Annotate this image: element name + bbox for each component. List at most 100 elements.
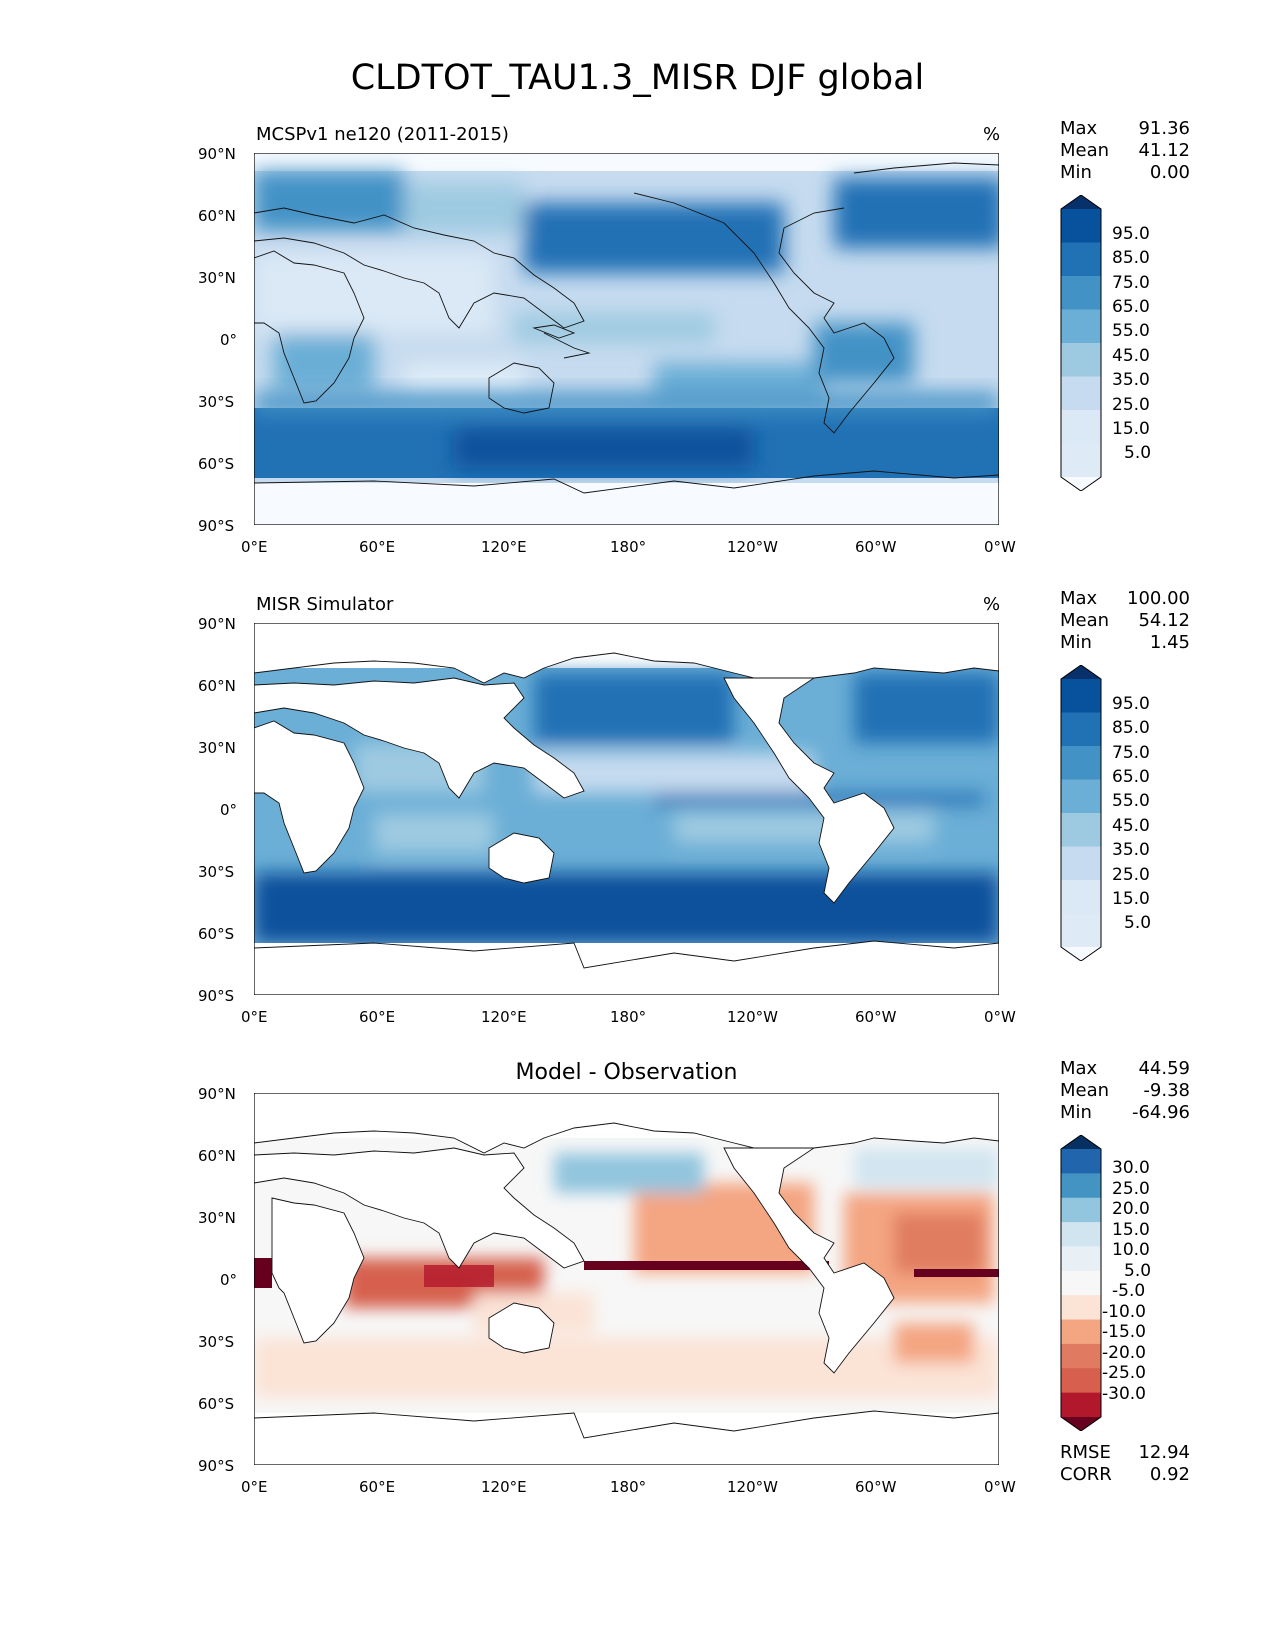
- colorbar-swatch: [1061, 477, 1101, 491]
- colorbar-swatch: [1061, 242, 1101, 277]
- colorbar-swatch: [1061, 947, 1101, 961]
- panel1-lat-tick: 90°S: [198, 517, 235, 535]
- colorbar-label: -5.0: [1112, 1281, 1146, 1301]
- panel2-lon-tick: 0°W: [984, 1008, 1016, 1026]
- colorbar-swatch: [1061, 846, 1101, 881]
- colorbar-swatch: [1061, 1319, 1101, 1345]
- colorbar-label: 65.0: [1112, 297, 1150, 317]
- colorbar-label: 75.0: [1112, 273, 1150, 293]
- stat-label: Min: [1060, 162, 1092, 183]
- panel1-lon-tick: 120°E: [481, 538, 527, 556]
- colorbar-label: 35.0: [1112, 370, 1150, 390]
- stat-value: 0.00: [1149, 162, 1190, 183]
- panel3-map: [254, 1093, 999, 1465]
- panel3-lon-tick: 120°E: [481, 1478, 527, 1496]
- panel2-lat-tick: 0°: [220, 801, 238, 819]
- colorbar-outline: [1060, 195, 1102, 491]
- stat-label: Min: [1060, 1102, 1092, 1123]
- stat-value: 91.36: [1138, 118, 1190, 139]
- panel2-lon-tick: 0°E: [241, 1008, 268, 1026]
- panel1-lon-tick: 60°W: [855, 538, 897, 556]
- panel3-stats: Max 44.59 Mean -9.38 Min -64.96: [1060, 1058, 1190, 1124]
- panel3-lat-tick: 90°N: [198, 1085, 236, 1103]
- panel3-lon-tick: 60°E: [359, 1478, 396, 1496]
- panel3-lat-tick: 0°: [220, 1271, 238, 1289]
- colorbar-label: 55.0: [1112, 791, 1150, 811]
- stat-label: RMSE: [1060, 1442, 1111, 1463]
- colorbar-swatch: [1061, 1392, 1101, 1418]
- panel1-lat-tick: 60°N: [198, 207, 236, 225]
- panel1-lon-tick: 0°W: [984, 538, 1016, 556]
- panel3-lat-tick: 90°S: [198, 1457, 235, 1475]
- stat-value: 100.00: [1127, 588, 1190, 609]
- colorbar-label: 55.0: [1112, 321, 1150, 341]
- colorbar-swatch: [1061, 1197, 1101, 1223]
- panel1-title: MCSPv1 ne120 (2011-2015): [256, 124, 509, 145]
- panel2-lon-tick: 60°E: [359, 1008, 396, 1026]
- stat-label: CORR: [1060, 1464, 1112, 1485]
- stat-value: -9.38: [1143, 1080, 1190, 1101]
- colorbar-swatch: [1061, 1295, 1101, 1321]
- colorbar-label: 10.0: [1112, 1240, 1150, 1260]
- panel1-map: [254, 153, 999, 525]
- panel2-lat-tick: 90°N: [198, 615, 236, 633]
- colorbar-swatch: [1061, 665, 1101, 679]
- colorbar-swatch: [1061, 746, 1101, 780]
- panel3-title: Model - Observation: [515, 1060, 738, 1085]
- colorbar-label: 45.0: [1112, 816, 1150, 836]
- panel3-lon-tick: 120°W: [727, 1478, 778, 1496]
- stat-value: 1.45: [1149, 632, 1190, 653]
- stat-value: 41.12: [1138, 140, 1190, 161]
- colorbar-label: 75.0: [1112, 743, 1150, 763]
- stat-value: -64.96: [1131, 1102, 1190, 1123]
- colorbar-swatch: [1061, 1246, 1101, 1272]
- panel3-lon-tick: 0°W: [984, 1478, 1016, 1496]
- panel2-map: [254, 623, 999, 995]
- stat-label: Max: [1060, 118, 1098, 139]
- colorbar-swatch: [1061, 376, 1101, 411]
- panel3-colorbar: [1060, 1135, 1102, 1431]
- colorbar-swatch: [1061, 679, 1101, 713]
- panel2-lat-tick: 30°N: [198, 739, 236, 757]
- colorbar-label: 15.0: [1112, 1220, 1150, 1240]
- panel2-colorbar: [1060, 665, 1102, 961]
- colorbar-swatch: [1061, 1368, 1101, 1394]
- colorbar-outline: [1060, 665, 1102, 961]
- colorbar-swatch: [1061, 880, 1101, 914]
- colorbar-label: -20.0: [1102, 1343, 1146, 1363]
- colorbar-swatch: [1061, 1135, 1101, 1149]
- colorbar-label: 25.0: [1112, 865, 1150, 885]
- colorbar-label: 65.0: [1112, 767, 1150, 787]
- panel1-lat-tick: 30°N: [198, 269, 236, 287]
- colorbar-swatch: [1061, 443, 1101, 478]
- panel2-lat-tick: 60°N: [198, 677, 236, 695]
- colorbar-label: 95.0: [1112, 694, 1150, 714]
- colorbar-label: 20.0: [1112, 1199, 1150, 1219]
- colorbar-swatch: [1061, 276, 1101, 310]
- panel1-lon-tick: 180°: [610, 538, 647, 556]
- colorbar-label: -10.0: [1102, 1302, 1146, 1322]
- panel2-lat-tick: 90°S: [198, 987, 235, 1005]
- colorbar-label: 15.0: [1112, 419, 1150, 439]
- colorbar-label: 5.0: [1124, 913, 1152, 933]
- stat-label: Max: [1060, 1058, 1098, 1079]
- panel1-lon-tick: 60°E: [359, 538, 396, 556]
- colorbar-label: 15.0: [1112, 889, 1150, 909]
- stat-value: 54.12: [1138, 610, 1190, 631]
- panel1-lat-tick: 30°S: [198, 393, 235, 411]
- colorbar-swatch: [1061, 712, 1101, 747]
- panel2-lon-tick: 120°W: [727, 1008, 778, 1026]
- colorbar-swatch: [1061, 1149, 1101, 1174]
- colorbar-swatch: [1061, 913, 1101, 948]
- panel1-stats: Max 91.36 Mean 41.12 Min 0.00: [1060, 118, 1190, 184]
- stat-label: Min: [1060, 632, 1092, 653]
- colorbar-swatch: [1061, 779, 1101, 814]
- panel1-colorbar: [1060, 195, 1102, 491]
- panel1-lat-tick: 0°: [220, 331, 238, 349]
- colorbar-swatch: [1061, 195, 1101, 209]
- colorbar-swatch: [1061, 1222, 1101, 1247]
- colorbar-label: -30.0: [1102, 1384, 1146, 1404]
- panel3-lat-tick: 30°N: [198, 1209, 236, 1227]
- colorbar-label: 85.0: [1112, 718, 1150, 738]
- panel3-lat-tick: 60°S: [198, 1395, 235, 1413]
